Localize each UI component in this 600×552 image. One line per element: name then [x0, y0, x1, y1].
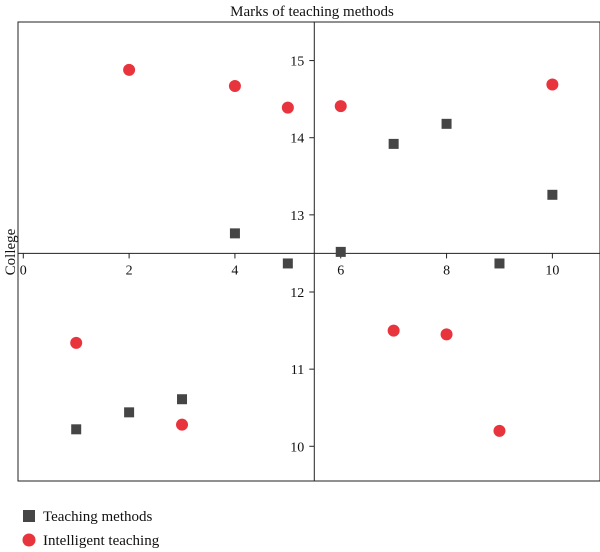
plot-frame	[17, 21, 600, 482]
intelligent-teaching-point	[123, 63, 136, 76]
intelligent-teaching-point	[176, 418, 189, 431]
intelligent-teaching-point	[546, 78, 559, 91]
teaching-methods-point	[547, 189, 558, 200]
y-tick-label: 10	[290, 440, 304, 455]
y-tick-label: 12	[290, 286, 304, 301]
teaching-methods-point	[388, 138, 399, 149]
x-tick-label: 2	[126, 263, 133, 278]
legend-label-intelligent-teaching: Intelligent teaching	[43, 533, 160, 549]
chart-title: Marks of teaching methods	[230, 4, 394, 20]
y-tick-label: 13	[290, 209, 304, 224]
teaching-methods-point	[124, 407, 135, 418]
teaching-methods-point	[441, 118, 452, 129]
teaching-methods-point	[177, 394, 188, 405]
y-tick-label: 14	[290, 132, 304, 147]
intelligent-teaching-point	[493, 424, 506, 437]
teaching-methods-point	[71, 424, 82, 435]
x-tick-label: 0	[20, 263, 27, 278]
legend-label-teaching-methods: Teaching methods	[43, 509, 152, 525]
intelligent-teaching-point	[440, 328, 453, 341]
intelligent-teaching-point	[228, 80, 241, 93]
legend-swatch-teaching-methods	[23, 510, 35, 522]
y-tick-label: 15	[290, 55, 304, 70]
x-tick-label: 4	[231, 263, 238, 278]
y-axis-label: College	[3, 228, 19, 275]
intelligent-teaching-point	[334, 100, 347, 113]
data-points	[70, 63, 559, 437]
teaching-methods-point	[282, 258, 293, 269]
x-tick-label: 8	[443, 263, 450, 278]
y-ticks: 10 11 12 13 14 15	[290, 55, 315, 455]
intelligent-teaching-point	[281, 101, 294, 114]
teaching-methods-point	[229, 228, 240, 239]
legend: Teaching methods Intelligent teaching	[22, 509, 160, 549]
teaching-methods-point	[335, 246, 346, 257]
x-tick-label: 6	[337, 263, 344, 278]
intelligent-teaching-point	[70, 336, 83, 349]
x-ticks: 0 2 4 6 8 10	[20, 253, 559, 278]
x-tick-label: 10	[545, 263, 559, 278]
legend-swatch-intelligent-teaching	[22, 533, 36, 547]
intelligent-teaching-point	[387, 324, 400, 337]
y-tick-label: 11	[291, 363, 304, 378]
teaching-methods-point	[494, 258, 505, 269]
